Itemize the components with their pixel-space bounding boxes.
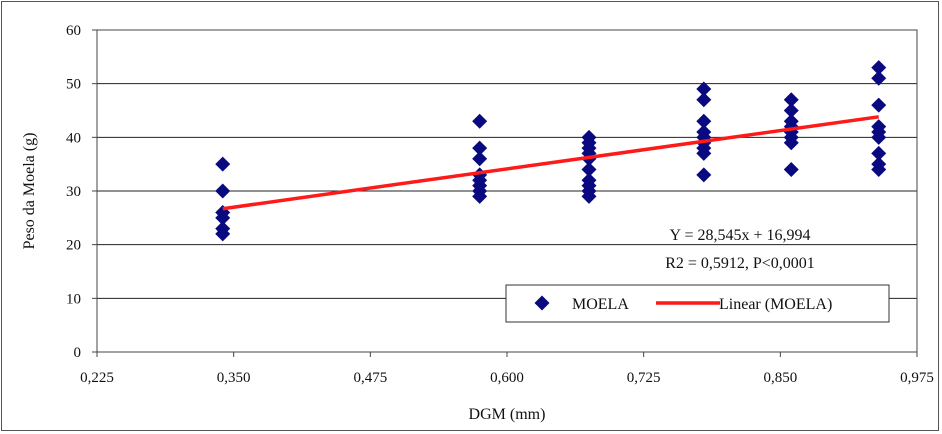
y-tick-label: 50	[66, 77, 81, 93]
data-point	[581, 188, 597, 204]
equation-label: Y = 28,545x + 16,994	[669, 227, 810, 244]
x-axis-label: DGM (mm)	[469, 406, 546, 423]
y-axis: 0 10 20 30 40 50 60	[66, 23, 97, 361]
data-point	[472, 188, 488, 204]
data-point	[581, 162, 597, 178]
data-point	[472, 113, 488, 129]
trend-line	[222, 115, 879, 211]
data-point	[215, 156, 231, 172]
legend-label-moela: MOELA	[572, 296, 629, 313]
data-point	[696, 145, 712, 161]
x-tick-label: 0,850	[763, 370, 797, 386]
data-point	[696, 167, 712, 183]
y-tick-label: 10	[66, 291, 81, 307]
data-point	[472, 140, 488, 156]
y-tick-label: 30	[66, 184, 81, 200]
x-tick-label: 0,350	[217, 370, 251, 386]
r2-label: R2 = 0,5912, P<0,0001	[665, 255, 815, 272]
data-point	[696, 81, 712, 97]
legend-marker-moela	[534, 295, 550, 311]
legend-label-linear: Linear (MOELA)	[719, 296, 832, 313]
y-tick-label: 60	[66, 23, 81, 39]
x-axis: 0,225 0,350 0,475 0,600 0,725 0,850 0,975	[80, 352, 934, 386]
data-point	[783, 162, 799, 178]
x-tick-label: 0,225	[80, 370, 114, 386]
data-point	[871, 97, 887, 113]
data-point	[871, 145, 887, 161]
x-tick-label: 0,725	[627, 370, 661, 386]
data-point	[472, 151, 488, 167]
x-tick-label: 0,475	[353, 370, 387, 386]
y-axis-label: Peso da Moela (g)	[21, 133, 38, 250]
x-tick-label: 0,975	[900, 370, 934, 386]
x-tick-label: 0,600	[490, 370, 524, 386]
data-point	[215, 210, 231, 226]
data-point	[871, 60, 887, 76]
data-point	[696, 113, 712, 129]
legend: MOELA Linear (MOELA)	[505, 284, 890, 323]
y-tick-label: 40	[66, 130, 81, 146]
data-point	[783, 135, 799, 151]
data-point	[215, 226, 231, 242]
data-point	[871, 129, 887, 145]
data-point	[871, 162, 887, 178]
data-point	[215, 183, 231, 199]
data-point	[783, 92, 799, 108]
data-points	[215, 60, 887, 242]
data-point	[783, 103, 799, 118]
y-tick-label: 0	[74, 345, 82, 361]
data-point	[871, 70, 887, 86]
data-point	[696, 92, 712, 108]
y-tick-label: 20	[66, 238, 81, 254]
